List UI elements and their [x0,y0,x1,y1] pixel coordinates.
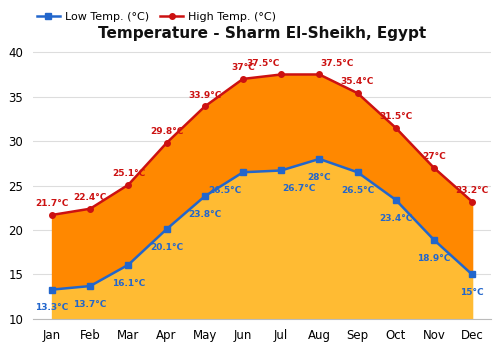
Text: 23.8°C: 23.8°C [188,210,222,219]
Text: 29.8°C: 29.8°C [150,127,184,136]
Text: 21.7°C: 21.7°C [36,199,68,208]
Text: 37.5°C: 37.5°C [320,58,354,68]
Text: 37°C: 37°C [231,63,255,72]
Text: 25.1°C: 25.1°C [112,169,145,178]
Text: 16.1°C: 16.1°C [112,279,145,288]
Text: 15°C: 15°C [460,288,484,298]
Text: 37.5°C: 37.5°C [246,58,280,68]
Text: 26.7°C: 26.7°C [282,184,316,194]
Text: 13.7°C: 13.7°C [74,300,107,309]
Text: 33.9°C: 33.9°C [188,91,222,99]
Text: 18.9°C: 18.9°C [417,254,450,263]
Text: 23.2°C: 23.2°C [456,186,488,195]
Legend: Low Temp. (°C), High Temp. (°C): Low Temp. (°C), High Temp. (°C) [33,8,280,27]
Text: 27°C: 27°C [422,152,446,161]
Text: 26.5°C: 26.5°C [341,186,374,195]
Text: 13.3°C: 13.3°C [36,303,68,313]
Text: 20.1°C: 20.1°C [150,243,183,252]
Text: 22.4°C: 22.4°C [74,193,107,202]
Text: 31.5°C: 31.5°C [379,112,412,121]
Text: 26.5°C: 26.5°C [208,186,242,195]
Text: 35.4°C: 35.4°C [341,77,374,86]
Text: 28°C: 28°C [308,173,331,182]
Title: Temperature - Sharm El-Sheikh, Egypt: Temperature - Sharm El-Sheikh, Egypt [98,26,426,41]
Text: 23.4°C: 23.4°C [379,214,412,223]
